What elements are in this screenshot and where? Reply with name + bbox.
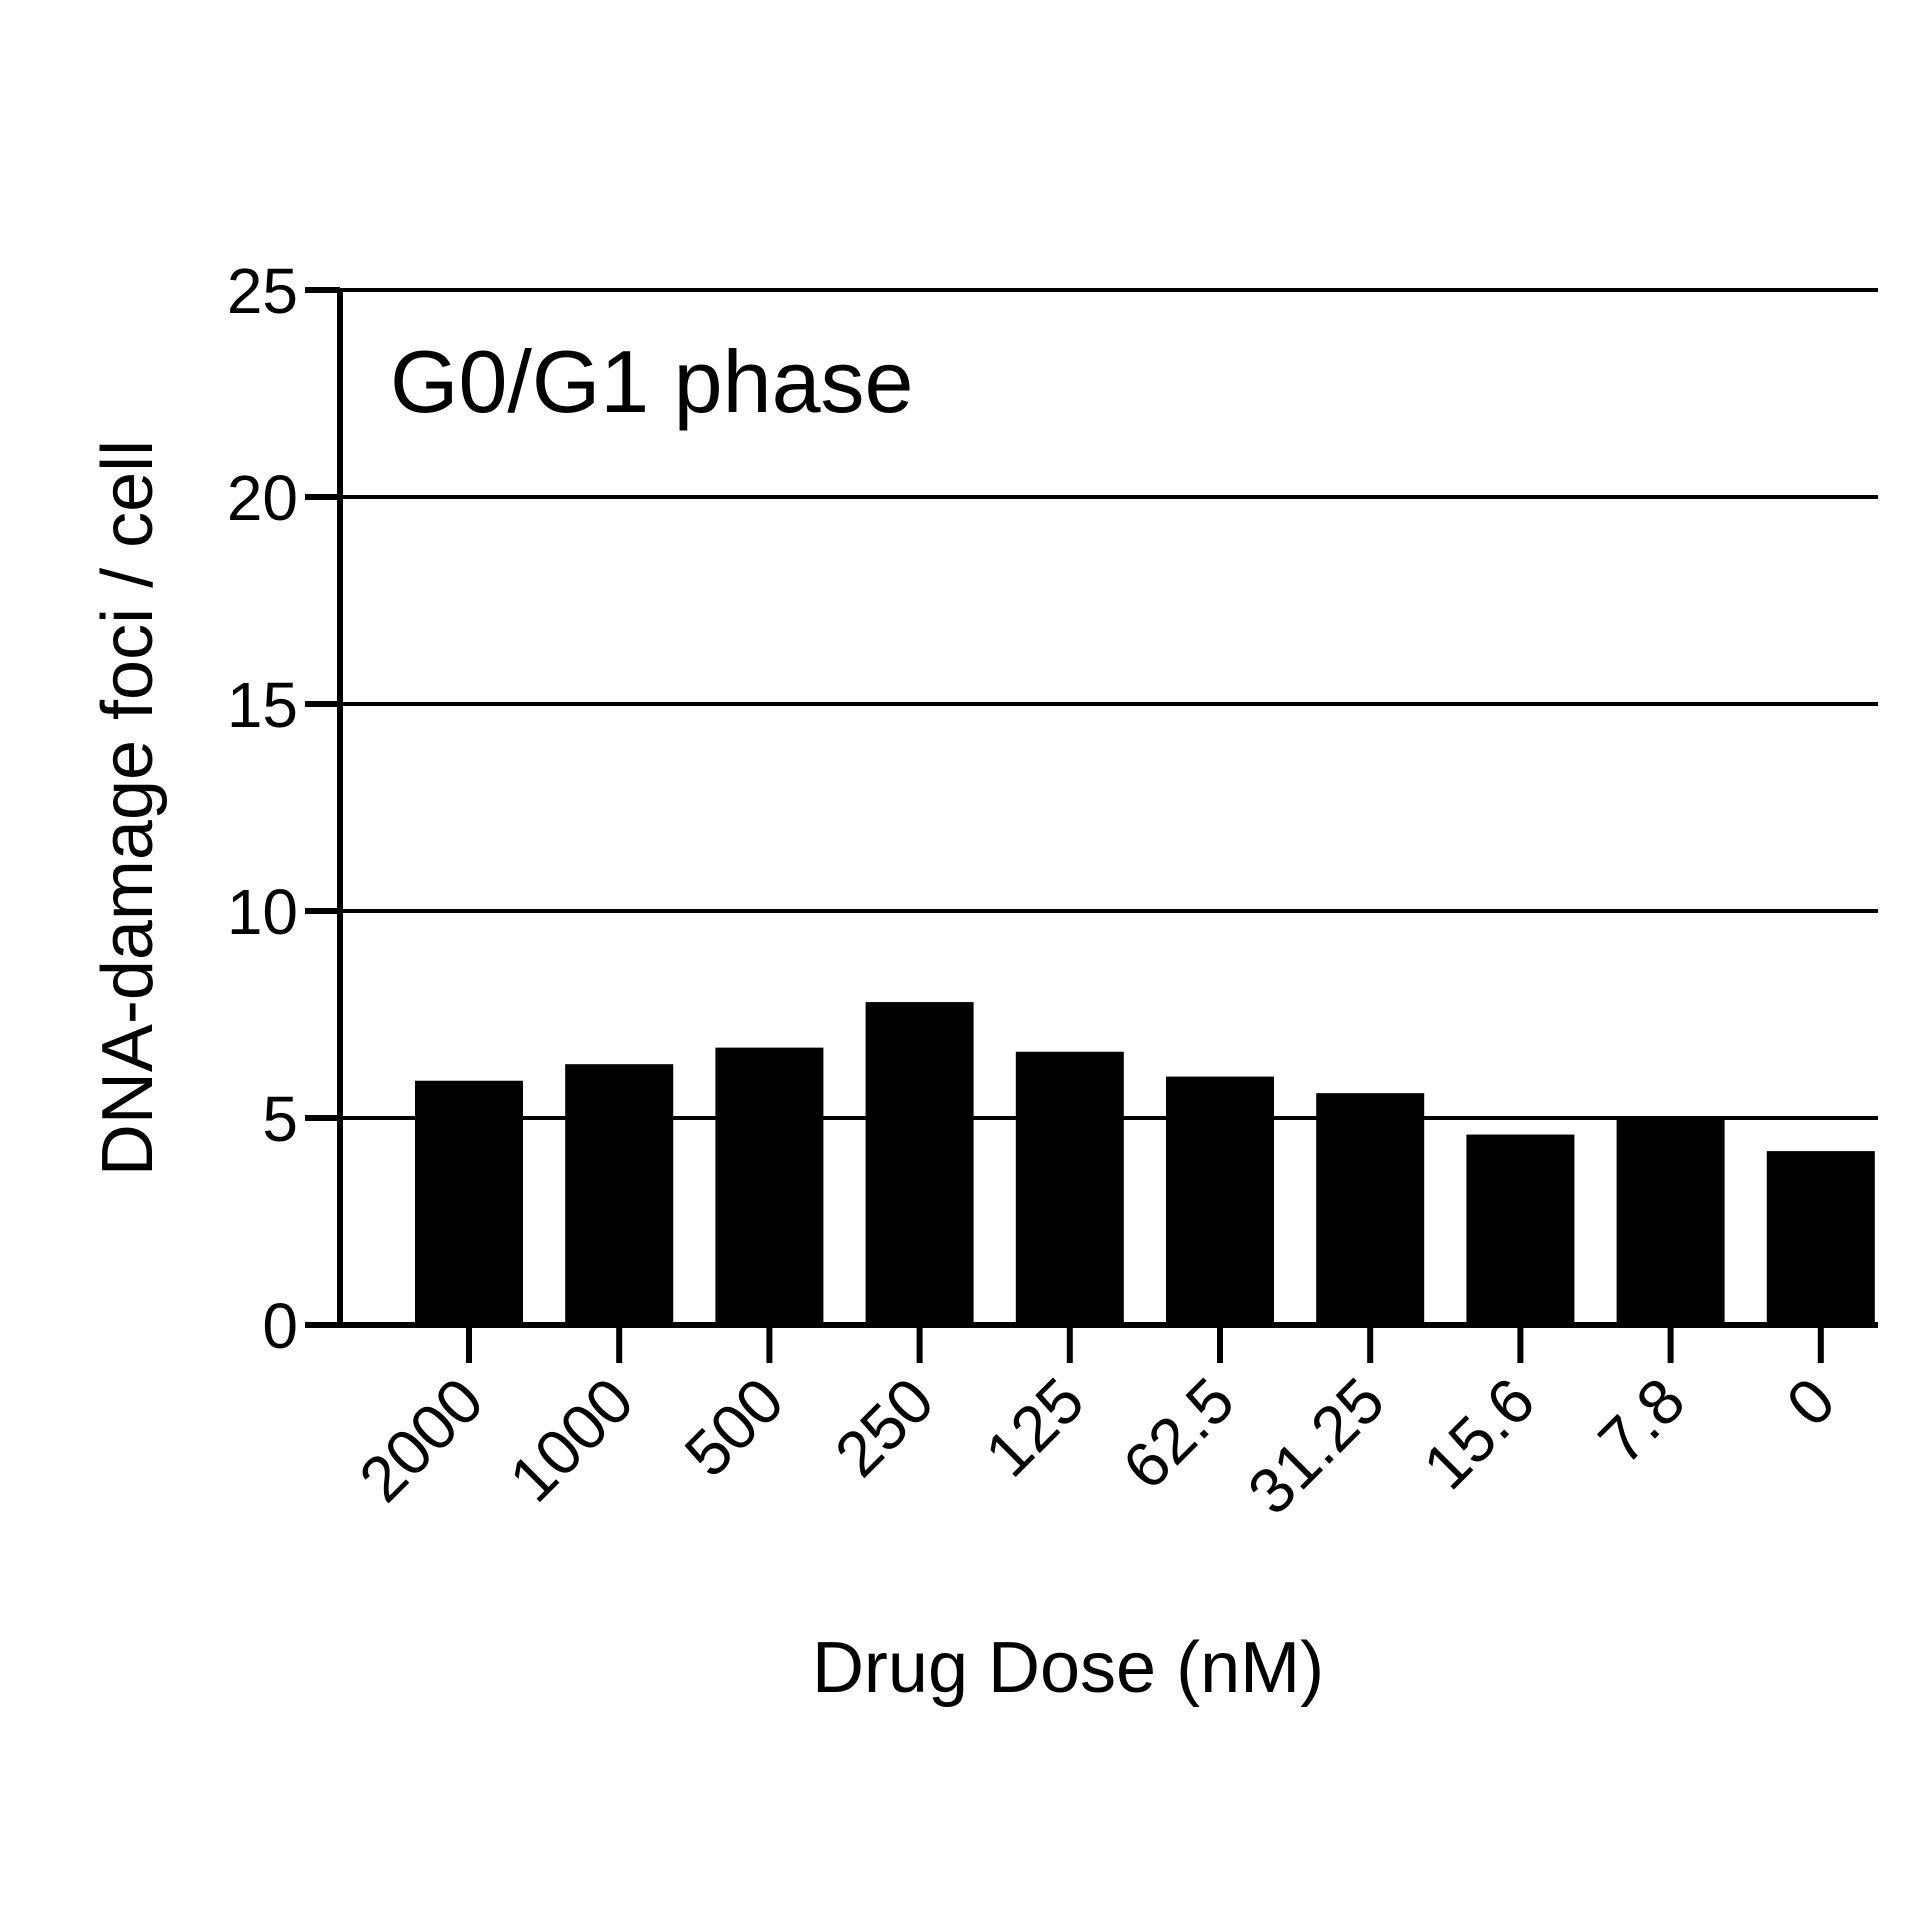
y-axis-label: DNA-damage foci / cell [88, 440, 168, 1176]
panel-label: G0/G1 phase [390, 332, 913, 431]
x-tick-label: 250 [821, 1364, 947, 1490]
y-tick-label: 25 [227, 255, 298, 327]
x-tick-label: 125 [971, 1364, 1097, 1490]
x-tick-label: 1000 [496, 1364, 648, 1516]
y-tick-label: 10 [227, 876, 298, 948]
x-tick-label: 500 [671, 1364, 797, 1490]
y-tick-label: 20 [227, 462, 298, 534]
x-tick-label: 7.8 [1585, 1364, 1699, 1478]
bar [1766, 1151, 1875, 1325]
x-tick-label: 31.25 [1234, 1364, 1398, 1528]
y-tick-label: 5 [262, 1083, 298, 1155]
bar [715, 1047, 824, 1325]
bar [865, 1002, 974, 1325]
axes [305, 290, 1878, 1328]
x-tick-label: 15.6 [1409, 1364, 1548, 1503]
x-tick-label: 62.5 [1109, 1364, 1248, 1503]
x-axis-label: Drug Dose (nM) [812, 1628, 1324, 1708]
x-tick-label: 0 [1773, 1364, 1849, 1440]
bar [1166, 1076, 1274, 1325]
bars [415, 1002, 1875, 1325]
bar [1616, 1118, 1725, 1325]
y-tick-label: 0 [262, 1290, 298, 1362]
bar [415, 1080, 523, 1325]
bar [1015, 1051, 1124, 1325]
bar [565, 1064, 674, 1325]
y-tick-label: 15 [227, 669, 298, 741]
bar [1466, 1134, 1575, 1325]
y-ticks: 0 5 10 15 20 25 [227, 255, 340, 1362]
x-tick-label: 2000 [345, 1364, 497, 1516]
bar [1316, 1093, 1425, 1325]
